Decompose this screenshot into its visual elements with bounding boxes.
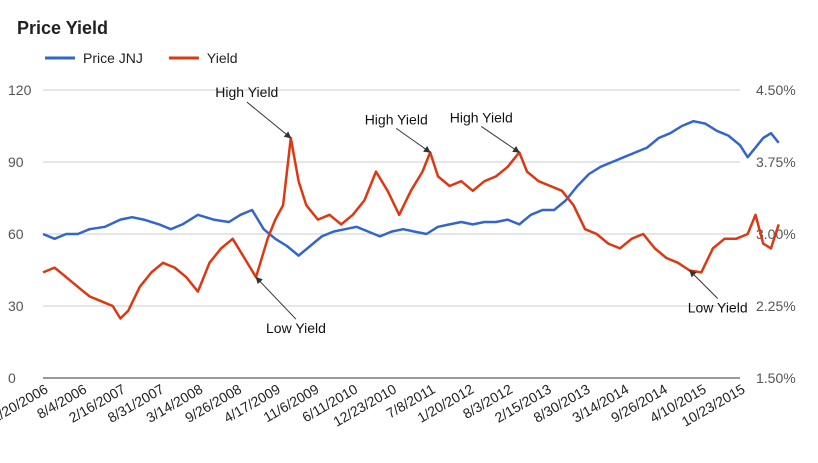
y-right-tick-label: 4.50% [756,82,796,98]
annotation-arrow [481,125,520,153]
annotation-label: High Yield [450,109,513,125]
y-left-tick-label: 120 [8,82,32,98]
y-right-tick-label: 3.75% [756,154,796,170]
series-line-price-jnj [42,119,780,257]
x-axis: 1/20/20068/4/20062/16/20078/31/20073/14/… [0,381,748,430]
annotation-arrow [246,101,292,139]
series-line-yield [42,136,780,320]
annotation-label: High Yield [365,111,428,127]
chart-title: Price Yield [17,18,109,38]
y-left-tick-label: 60 [8,226,24,242]
annotations: High Yield High Yield High Yield Low Yield L… [215,84,747,336]
legend-label: Price JNJ [83,50,143,66]
y-left-tick-label: 90 [8,154,24,170]
annotation-arrow [689,269,719,299]
y-right-tick-label: 1.50% [756,370,796,386]
annotation-arrow [395,127,431,153]
annotation-label: Low Yield [688,299,748,315]
y-right-tick-label: 2.25% [756,298,796,314]
y-left-tick-label: 30 [8,298,24,314]
gridlines [43,89,740,379]
series-lines [42,119,780,320]
legend-label: Yield [207,50,238,66]
annotation-arrow [255,276,297,320]
legend: Price JNJ Yield [45,50,238,66]
annotation-label: Low Yield [266,320,326,336]
annotation-label: High Yield [215,84,278,100]
left-axis: 0 30 60 90 120 [8,82,32,386]
y-left-tick-label: 0 [8,370,16,386]
